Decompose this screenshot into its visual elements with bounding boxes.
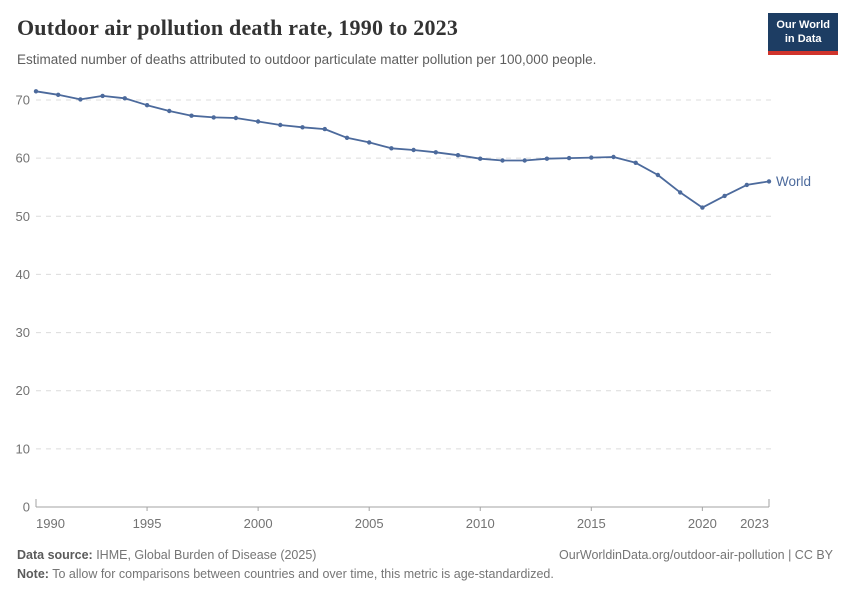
x-axis: 1990 1995 2000 2005 2010 2015 2020 2023 <box>35 499 770 531</box>
x-tick-label: 2020 <box>688 516 717 531</box>
world-series-label[interactable]: World <box>776 174 811 189</box>
chart-subtitle: Estimated number of deaths attributed to… <box>17 52 597 67</box>
world-series-points <box>33 89 772 210</box>
world-series-point[interactable] <box>389 146 394 151</box>
world-series-point[interactable] <box>211 115 216 120</box>
y-gridlines <box>36 99 772 450</box>
world-series-point[interactable] <box>300 125 305 130</box>
world-series-point[interactable] <box>278 122 283 128</box>
world-series-point[interactable] <box>478 156 483 161</box>
y-tick-label: 30 <box>16 325 30 340</box>
world-series-point[interactable] <box>766 179 772 184</box>
footer-credit-link[interactable]: OurWorldinData.org/outdoor-air-pollution… <box>559 548 833 562</box>
world-series-point[interactable] <box>722 193 727 199</box>
data-source-line: Data source: IHME, Global Burden of Dise… <box>17 548 316 562</box>
owid-logo-line2: in Data <box>784 33 822 46</box>
world-series-point[interactable] <box>522 158 527 163</box>
world-series-point[interactable] <box>633 160 638 165</box>
y-tick-label: 0 <box>23 500 30 515</box>
world-series-point[interactable] <box>322 126 327 132</box>
world-series-point[interactable] <box>655 172 661 178</box>
world-series-point[interactable] <box>344 135 350 140</box>
data-source-label: Data source: <box>17 548 93 562</box>
world-series-point[interactable] <box>544 156 550 161</box>
x-tick-label: 2010 <box>466 516 495 531</box>
world-series-point[interactable] <box>589 155 594 160</box>
world-series-point[interactable] <box>455 153 461 158</box>
chart-title: Outdoor air pollution death rate, 1990 t… <box>17 15 459 40</box>
world-series-point[interactable] <box>167 108 172 114</box>
x-tick-label: 1995 <box>133 516 162 531</box>
y-tick-label: 40 <box>16 267 30 282</box>
world-series-point[interactable] <box>122 96 128 101</box>
x-tick-label: 2015 <box>577 516 606 531</box>
y-tick-label: 20 <box>16 383 30 398</box>
x-tick-label: 2023 <box>740 516 769 531</box>
world-series-point[interactable] <box>566 155 572 161</box>
world-series-point[interactable] <box>255 119 261 124</box>
world-series-point[interactable] <box>367 140 372 145</box>
x-tick-label: 1990 <box>36 516 65 531</box>
owid-logo-line1: Our World <box>776 19 830 31</box>
note-label: Note: <box>17 567 49 581</box>
world-series-point[interactable] <box>500 158 505 163</box>
world-series-line[interactable] <box>35 90 770 209</box>
line-chart[interactable]: 0 10 20 30 40 50 60 70 1990 1995 2000 2005 2010 2015 2… <box>0 0 850 545</box>
world-series-point[interactable] <box>433 150 438 155</box>
x-tick-label: 2000 <box>244 516 273 531</box>
world-series-point[interactable] <box>56 92 61 98</box>
y-tick-label: 50 <box>16 209 30 224</box>
world-series-point[interactable] <box>233 115 239 121</box>
world-series-point[interactable] <box>33 89 39 94</box>
world-series-point[interactable] <box>189 113 194 118</box>
world-series-point[interactable] <box>611 154 616 160</box>
y-tick-label: 60 <box>16 151 30 166</box>
x-tick-label: 2005 <box>355 516 384 531</box>
owid-logo[interactable]: Our World in Data <box>768 13 838 55</box>
world-series-point[interactable] <box>411 147 416 153</box>
y-tick-label: 10 <box>16 441 30 456</box>
world-series-point[interactable] <box>744 182 749 188</box>
world-series-point[interactable] <box>144 103 150 108</box>
world-series-point[interactable] <box>78 97 83 102</box>
world-series-point[interactable] <box>678 190 683 195</box>
note-value: To allow for comparisons between countri… <box>48 567 554 581</box>
note-line: Note: To allow for comparisons between c… <box>17 567 554 581</box>
y-axis-labels: 0 10 20 30 40 50 60 70 <box>16 93 30 515</box>
world-series-point[interactable] <box>700 205 705 210</box>
y-tick-label: 70 <box>16 93 30 108</box>
world-series-point[interactable] <box>100 93 105 99</box>
data-source-value: IHME, Global Burden of Disease (2025) <box>92 548 317 562</box>
